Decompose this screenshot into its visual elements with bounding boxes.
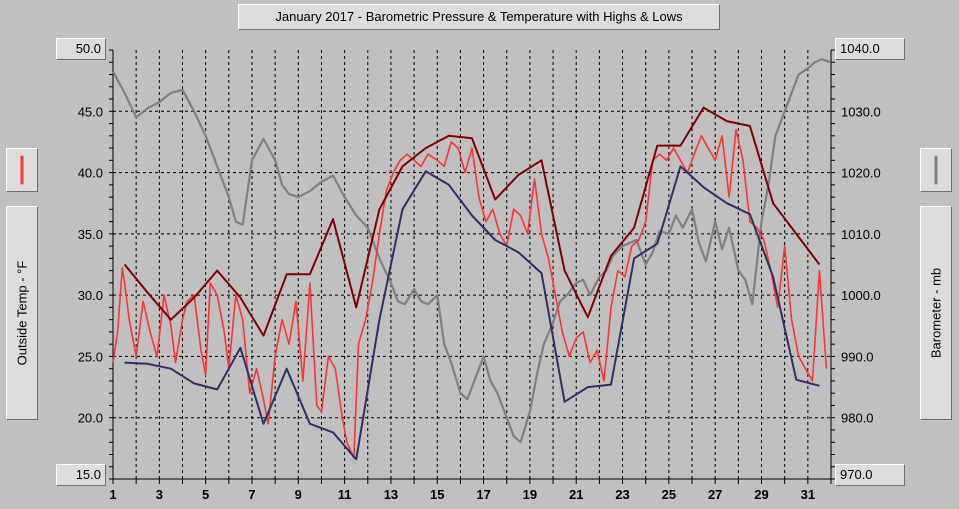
y2-tick-label: 1030.0	[841, 104, 881, 119]
x-tick-label: 3	[156, 487, 163, 502]
y-max-label: 50.0	[75, 41, 101, 56]
y2-max-label-box: 1040.0	[835, 38, 905, 60]
temp-legend-swatch	[6, 148, 38, 192]
y2-min-label-box: 970.0	[835, 464, 905, 486]
y-axis-label-box: Outside Temp - °F	[6, 206, 38, 420]
y-min-label-box: 15.0	[56, 464, 106, 486]
y2-tick-label: 1000.0	[841, 288, 881, 303]
x-tick-label: 31	[801, 487, 815, 502]
y2-tick-label: 1020.0	[841, 166, 881, 181]
y-min-label: 15.0	[75, 467, 101, 482]
chart-title: January 2017 - Barometric Pressure & Tem…	[275, 9, 683, 24]
y2-axis-label-box: Barometer - mb	[920, 206, 952, 420]
x-tick-label: 25	[662, 487, 676, 502]
x-tick-label: 13	[384, 487, 398, 502]
y2-min-label: 970.0	[840, 467, 873, 482]
x-tick-label: 15	[430, 487, 444, 502]
x-tick-label: 21	[569, 487, 583, 502]
y-tick-label: 35.0	[78, 227, 103, 242]
y-tick-label: 40.0	[78, 166, 103, 181]
x-tick-label: 17	[476, 487, 490, 502]
daily-highs-series-line	[123, 106, 821, 337]
y2-tick-label: 1010.0	[841, 227, 881, 242]
temp-legend-icon	[20, 155, 24, 185]
plot-area	[113, 50, 831, 479]
x-tick-label: 23	[615, 487, 629, 502]
x-tick-label: 27	[708, 487, 722, 502]
y-tick-label: 25.0	[78, 349, 103, 364]
y-tick-label: 30.0	[78, 288, 103, 303]
y-tick-label: 20.0	[78, 411, 103, 426]
barometer-series-line	[112, 58, 832, 444]
y2-tick-label: 990.0	[841, 349, 874, 364]
x-tick-label: 5	[202, 487, 209, 502]
x-tick-label: 9	[295, 487, 302, 502]
daily-lows-series-line	[124, 165, 820, 461]
y-tick-label: 45.0	[78, 104, 103, 119]
x-tick-label: 1	[109, 487, 116, 502]
chart-title-box: January 2017 - Barometric Pressure & Tem…	[238, 4, 720, 30]
y2-max-label: 1040.0	[840, 41, 880, 56]
baro-legend-icon	[934, 155, 938, 185]
x-tick-label: 11	[338, 487, 352, 502]
x-tick-label: 19	[523, 487, 537, 502]
x-tick-label: 7	[248, 487, 255, 502]
baro-legend-swatch	[920, 148, 952, 192]
x-tick-label: 29	[754, 487, 768, 502]
y-max-label-box: 50.0	[56, 38, 106, 60]
outside-temp-series-line	[112, 128, 828, 460]
y2-tick-label: 980.0	[841, 411, 874, 426]
